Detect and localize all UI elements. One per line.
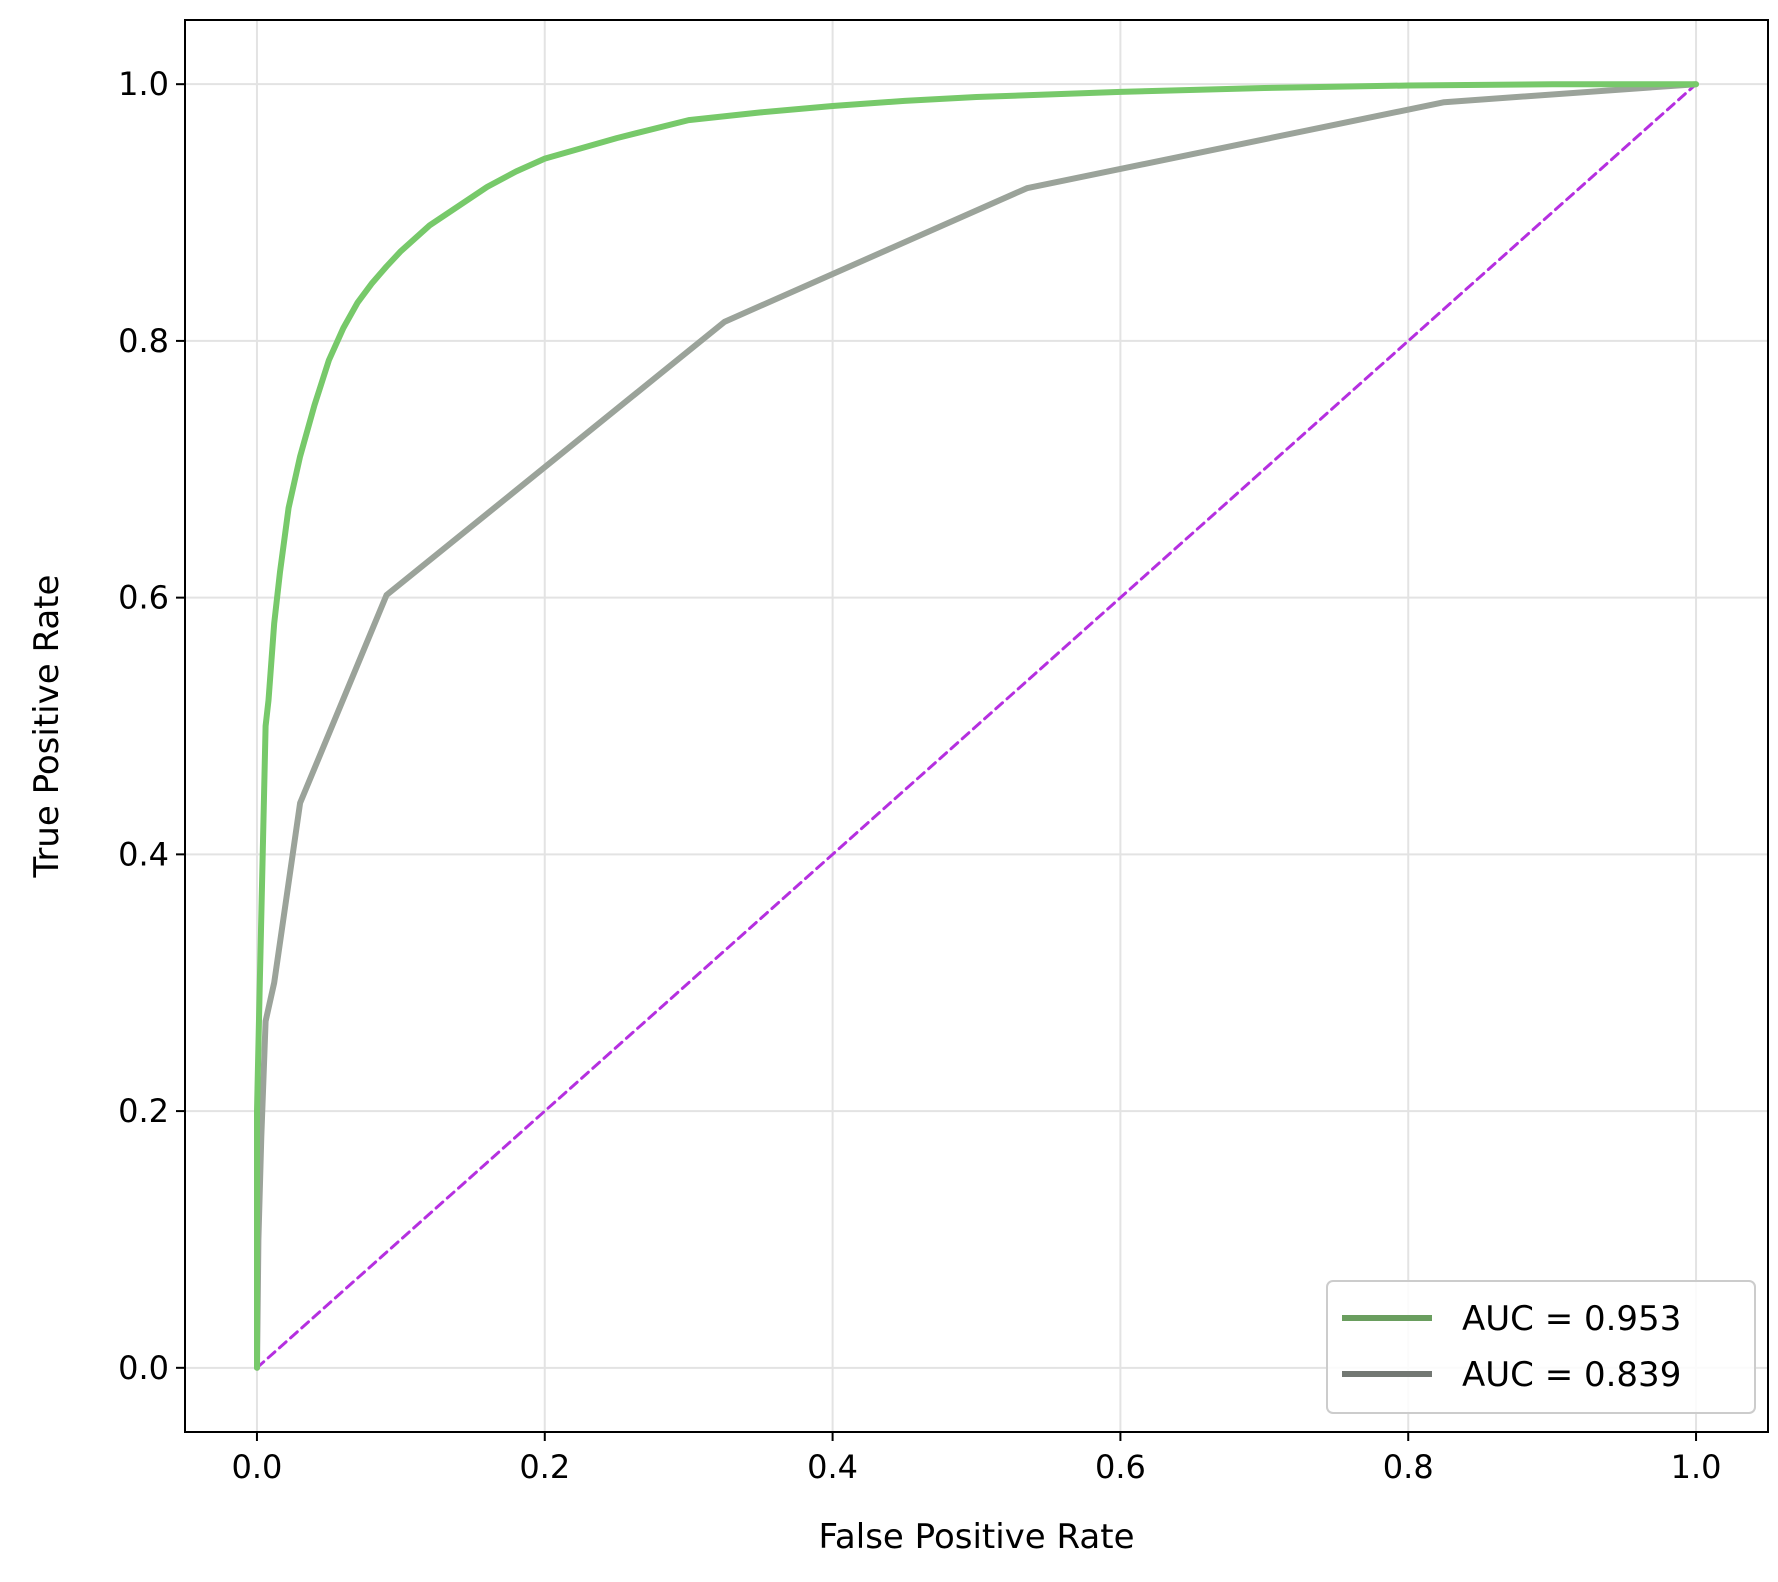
legend-entry-auc-0839: AUC = 0.839	[1462, 1355, 1681, 1395]
diagonal-reference-line	[255, 82, 1698, 1370]
ticks: 0.0 0.2 0.4 0.6 0.8 1.0 0.0 0.2 0.4 0.6 0.8 1.0	[118, 65, 1721, 1486]
axes-frame	[184, 19, 1769, 1433]
legend-entry-auc-0953: AUC = 0.953	[1462, 1299, 1681, 1339]
plot-lines	[254, 81, 1699, 1371]
y-tick-label-5: 1.0	[118, 65, 169, 103]
roc-curve-1	[254, 81, 1699, 1371]
roc-curve-0	[254, 81, 1699, 1371]
grid	[185, 20, 1768, 1432]
x-tick-label-3: 0.6	[1095, 1448, 1146, 1486]
y-tick-label-3: 0.6	[118, 579, 169, 617]
legend-box	[1326, 1280, 1756, 1414]
x-tick-label-1: 0.2	[519, 1448, 570, 1486]
y-tick-label-2: 0.4	[118, 835, 169, 873]
x-tick-label-5: 1.0	[1671, 1448, 1722, 1486]
x-tick-label-4: 0.8	[1383, 1448, 1434, 1486]
x-axis-label: False Positive Rate	[819, 1517, 1135, 1557]
y-tick-label-4: 0.8	[118, 322, 169, 360]
x-tick-label-2: 0.4	[807, 1448, 858, 1486]
legend: AUC = 0.953 AUC = 0.839	[1326, 1280, 1756, 1414]
y-tick-label-0: 0.0	[118, 1349, 169, 1387]
x-tick-label-0: 0.0	[232, 1448, 283, 1486]
y-tick-label-1: 0.2	[118, 1092, 169, 1130]
y-axis-label: True Positive Rate	[27, 575, 67, 879]
